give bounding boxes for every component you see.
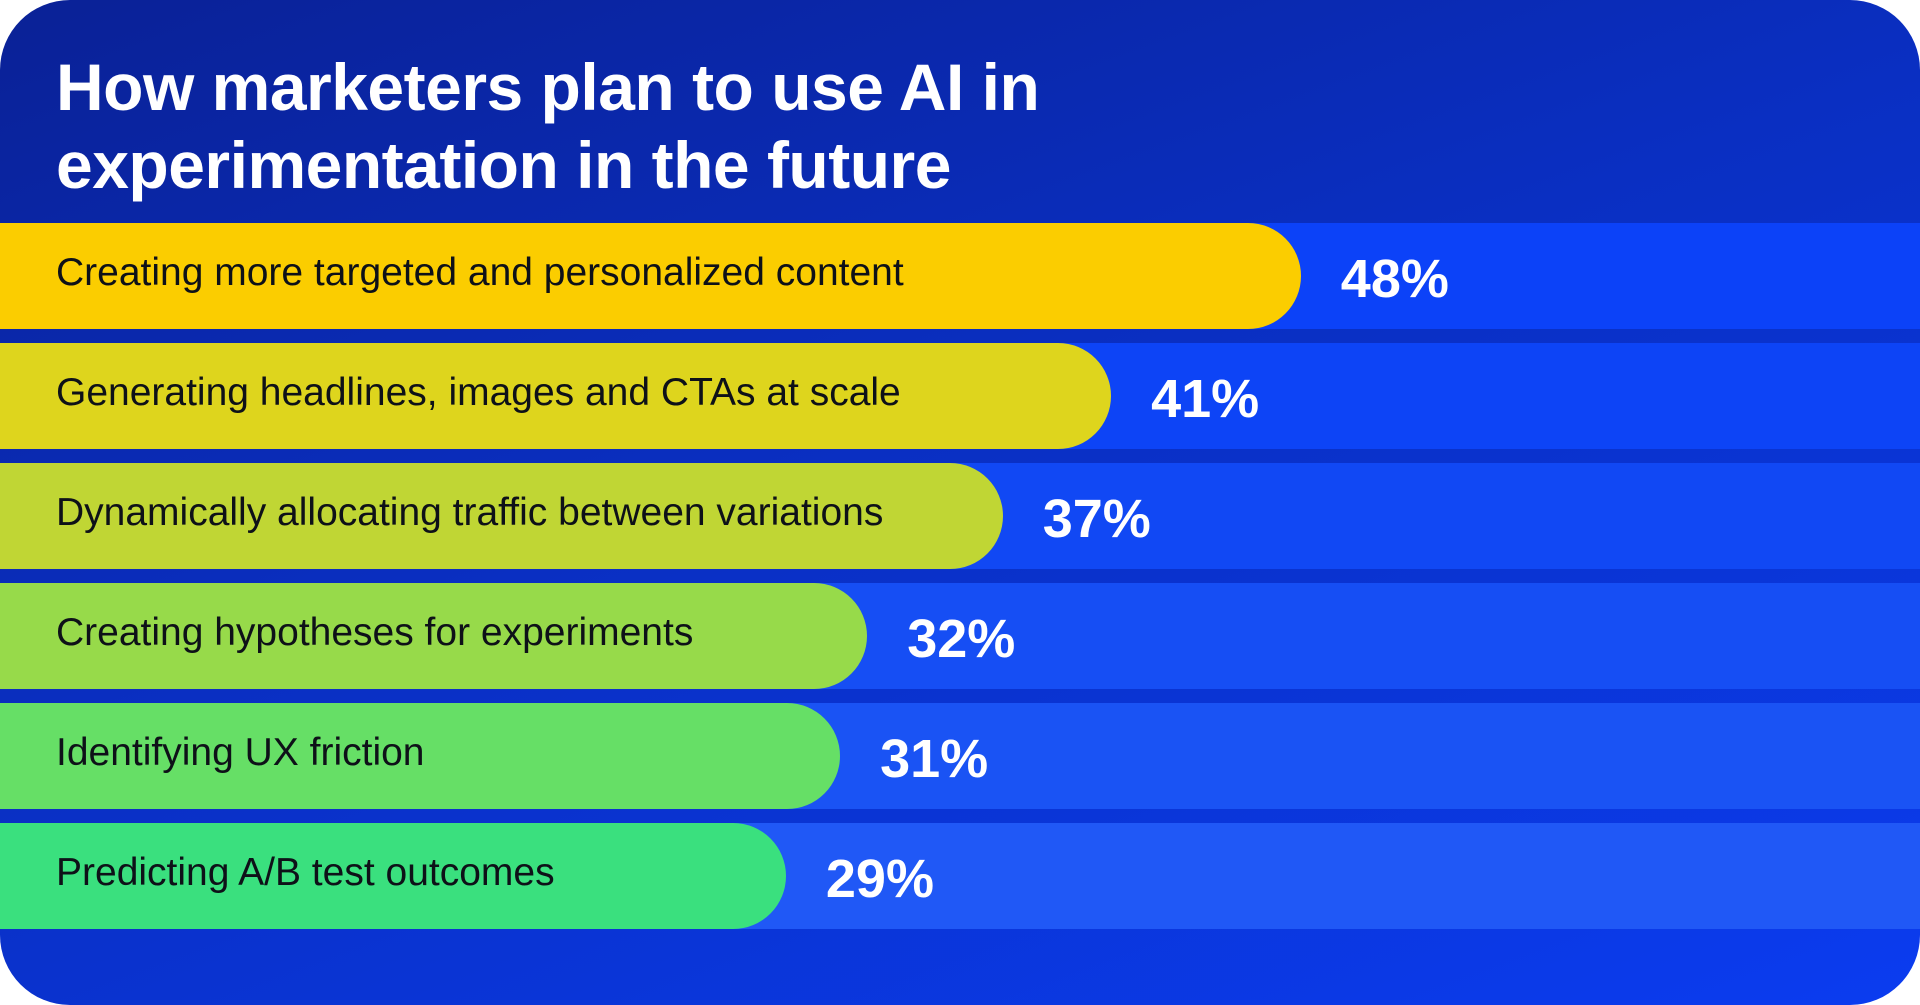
bar-value-label: 41% [1151,369,1260,429]
bar [0,343,1112,449]
bar [0,823,786,929]
chart-title: How marketers plan to use AI in experime… [56,50,1040,202]
bar-category-label: Identifying UX friction [56,731,425,774]
bar-category-label: Generating headlines, images and CTAs at… [56,371,901,414]
bar-row: Predicting A/B test outcomes 29% [0,823,1920,929]
bar [0,463,1003,569]
bar-category-label: Creating more targeted and personalized … [56,251,904,294]
bar-row: Dynamically allocating traffic between v… [0,463,1920,569]
bar-category-label: Dynamically allocating traffic between v… [56,491,884,534]
bar [0,223,1301,329]
bar-row: Creating hypotheses for experiments 32% [0,583,1920,689]
bar [0,703,841,809]
bar-category-label: Creating hypotheses for experiments [56,611,694,654]
bar-value-label: 48% [1340,249,1449,309]
bar-row: Generating headlines, images and CTAs at… [0,343,1920,449]
bar [0,583,868,689]
bar-value-label: 37% [1042,489,1151,549]
bar-value-label: 32% [907,609,1016,669]
bar-value-label: 31% [880,729,989,789]
bar-category-label: Predicting A/B test outcomes [56,851,555,894]
bar-value-label: 29% [825,849,934,909]
bar-row: Creating more targeted and personalized … [0,223,1920,329]
bar-row: Identifying UX friction 31% [0,703,1920,809]
